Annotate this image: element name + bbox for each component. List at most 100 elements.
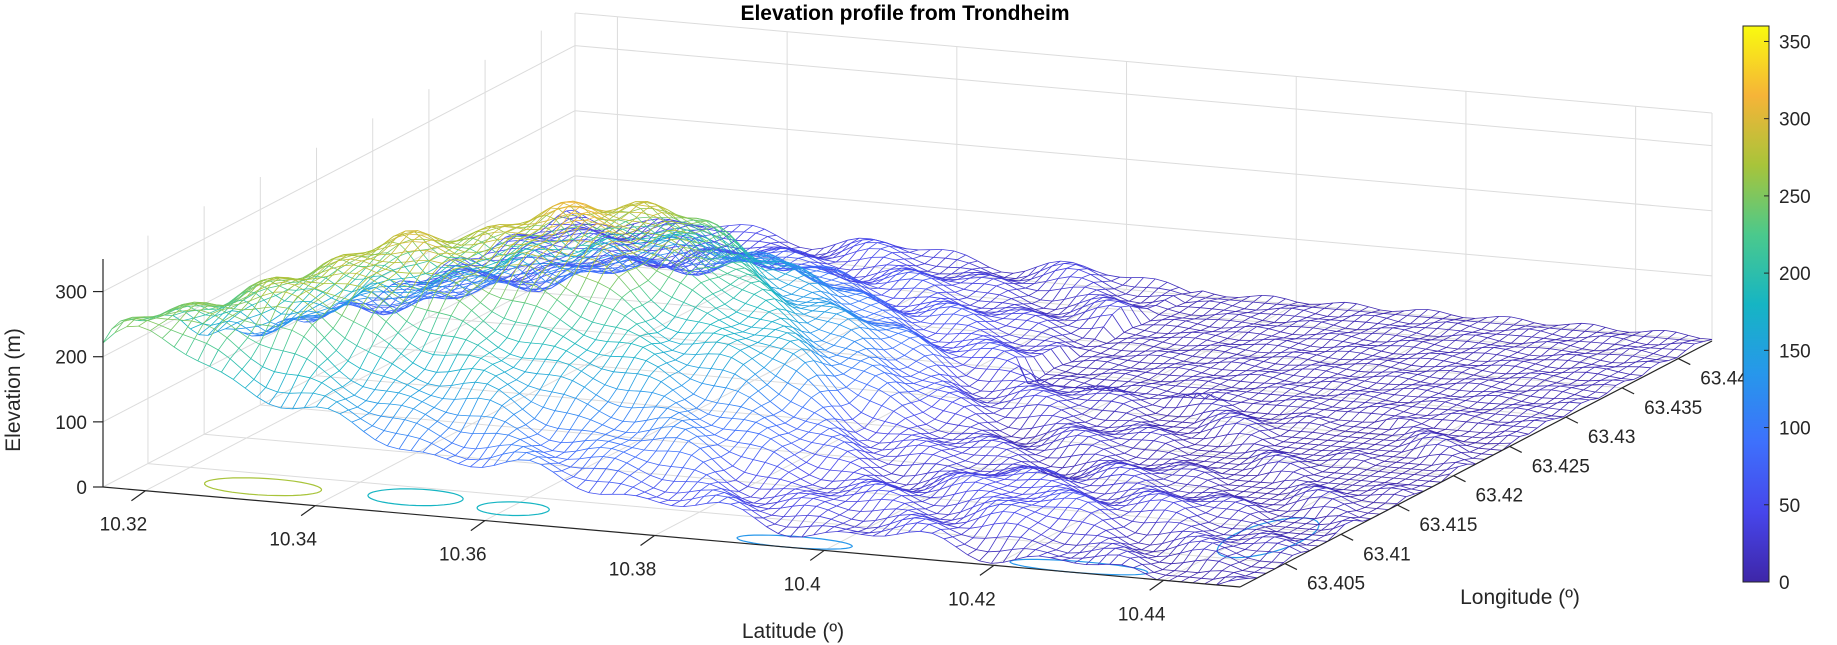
mesh-line — [1511, 359, 1524, 362]
mesh-line — [500, 297, 513, 302]
mesh-line — [633, 308, 646, 322]
mesh-line — [1166, 390, 1179, 395]
mesh-line — [860, 360, 873, 366]
mesh-line — [1522, 319, 1535, 324]
mesh-line — [669, 375, 682, 386]
mesh-line — [534, 418, 547, 426]
mesh-line — [480, 302, 493, 313]
mesh-line — [1105, 504, 1118, 510]
mesh-line — [921, 344, 934, 355]
mesh-line — [1217, 516, 1230, 520]
mesh-line — [816, 374, 830, 391]
mesh-line — [1243, 491, 1256, 493]
mesh-line — [1104, 492, 1117, 495]
mesh-line — [1200, 524, 1213, 531]
mesh-line — [676, 437, 689, 442]
mesh-line — [1356, 510, 1369, 514]
mesh-line — [1014, 442, 1027, 445]
grid-line — [485, 287, 1623, 389]
mesh-line — [891, 309, 904, 321]
mesh-line — [1166, 464, 1178, 468]
mesh-line — [1285, 298, 1298, 303]
mesh-line — [1162, 434, 1175, 441]
mesh-line — [733, 297, 746, 304]
mesh-line — [698, 321, 711, 325]
mesh-line — [1140, 509, 1153, 512]
mesh-line — [1223, 309, 1236, 312]
mesh-line — [1184, 392, 1197, 395]
mesh-line — [957, 377, 970, 387]
mesh-line — [1105, 299, 1118, 302]
mesh-line — [1609, 353, 1621, 356]
mesh-line — [696, 233, 709, 240]
mesh-line — [1128, 488, 1141, 491]
mesh-line — [494, 330, 508, 339]
mesh-line — [559, 319, 573, 329]
mesh-line — [877, 489, 890, 492]
mesh-line — [1478, 447, 1491, 450]
mesh-line — [527, 290, 540, 293]
mesh-line — [1241, 401, 1253, 404]
grid-line — [574, 45, 1713, 147]
mesh-line — [648, 237, 661, 242]
mesh-line — [993, 496, 1006, 499]
mesh-line — [1408, 378, 1421, 383]
mesh-line — [817, 282, 830, 294]
mesh-line — [1159, 532, 1171, 535]
mesh-line — [1389, 324, 1402, 327]
mesh-line — [891, 473, 904, 477]
mesh-line — [1340, 483, 1353, 486]
mesh-line — [1034, 281, 1047, 284]
mesh-line — [687, 364, 700, 368]
mesh-line — [710, 324, 723, 329]
mesh-line — [976, 321, 989, 330]
mesh-line — [818, 493, 831, 497]
mesh-line — [1241, 300, 1254, 303]
mesh-line — [1197, 323, 1210, 328]
mesh-line — [941, 437, 953, 441]
mesh-line — [1078, 269, 1091, 275]
mesh-line — [822, 407, 836, 420]
mesh-line — [921, 482, 934, 489]
mesh-line — [1038, 436, 1051, 443]
mesh-line — [843, 420, 856, 433]
mesh-line — [1324, 329, 1337, 332]
mesh-line — [1173, 295, 1186, 304]
mesh-line — [878, 287, 891, 290]
mesh-line — [685, 428, 698, 437]
mesh-line — [955, 442, 968, 444]
mesh-line — [1226, 538, 1239, 541]
mesh-line — [1227, 433, 1240, 436]
mesh-line — [778, 337, 791, 342]
mesh-line — [505, 231, 518, 234]
mesh-line — [367, 253, 380, 256]
mesh-line — [857, 500, 870, 502]
mesh-line — [1034, 511, 1047, 517]
mesh-line — [1263, 361, 1276, 365]
mesh-line — [1224, 423, 1237, 426]
mesh-line — [1361, 480, 1374, 482]
mesh-line — [1312, 408, 1325, 411]
mesh-line — [1623, 361, 1636, 364]
mesh-line — [460, 238, 474, 248]
mesh-line — [682, 467, 695, 471]
mesh-line — [1066, 399, 1080, 406]
mesh-line — [1312, 327, 1325, 330]
mesh-line — [341, 315, 354, 323]
mesh-line — [1534, 341, 1547, 343]
mesh-line — [1176, 432, 1189, 434]
mesh-line — [693, 393, 706, 401]
mesh-line — [678, 371, 691, 380]
mesh-line — [644, 449, 657, 452]
mesh-line — [690, 419, 704, 428]
mesh-line — [950, 306, 962, 309]
mesh-line — [555, 206, 568, 211]
mesh-line — [1240, 380, 1253, 383]
mesh-line — [303, 283, 316, 289]
mesh-line — [914, 310, 927, 314]
mesh-line — [1134, 408, 1148, 416]
mesh-line — [1439, 311, 1452, 316]
mesh-line — [1343, 489, 1356, 492]
mesh-line — [1369, 475, 1382, 478]
mesh-line — [1097, 305, 1110, 308]
